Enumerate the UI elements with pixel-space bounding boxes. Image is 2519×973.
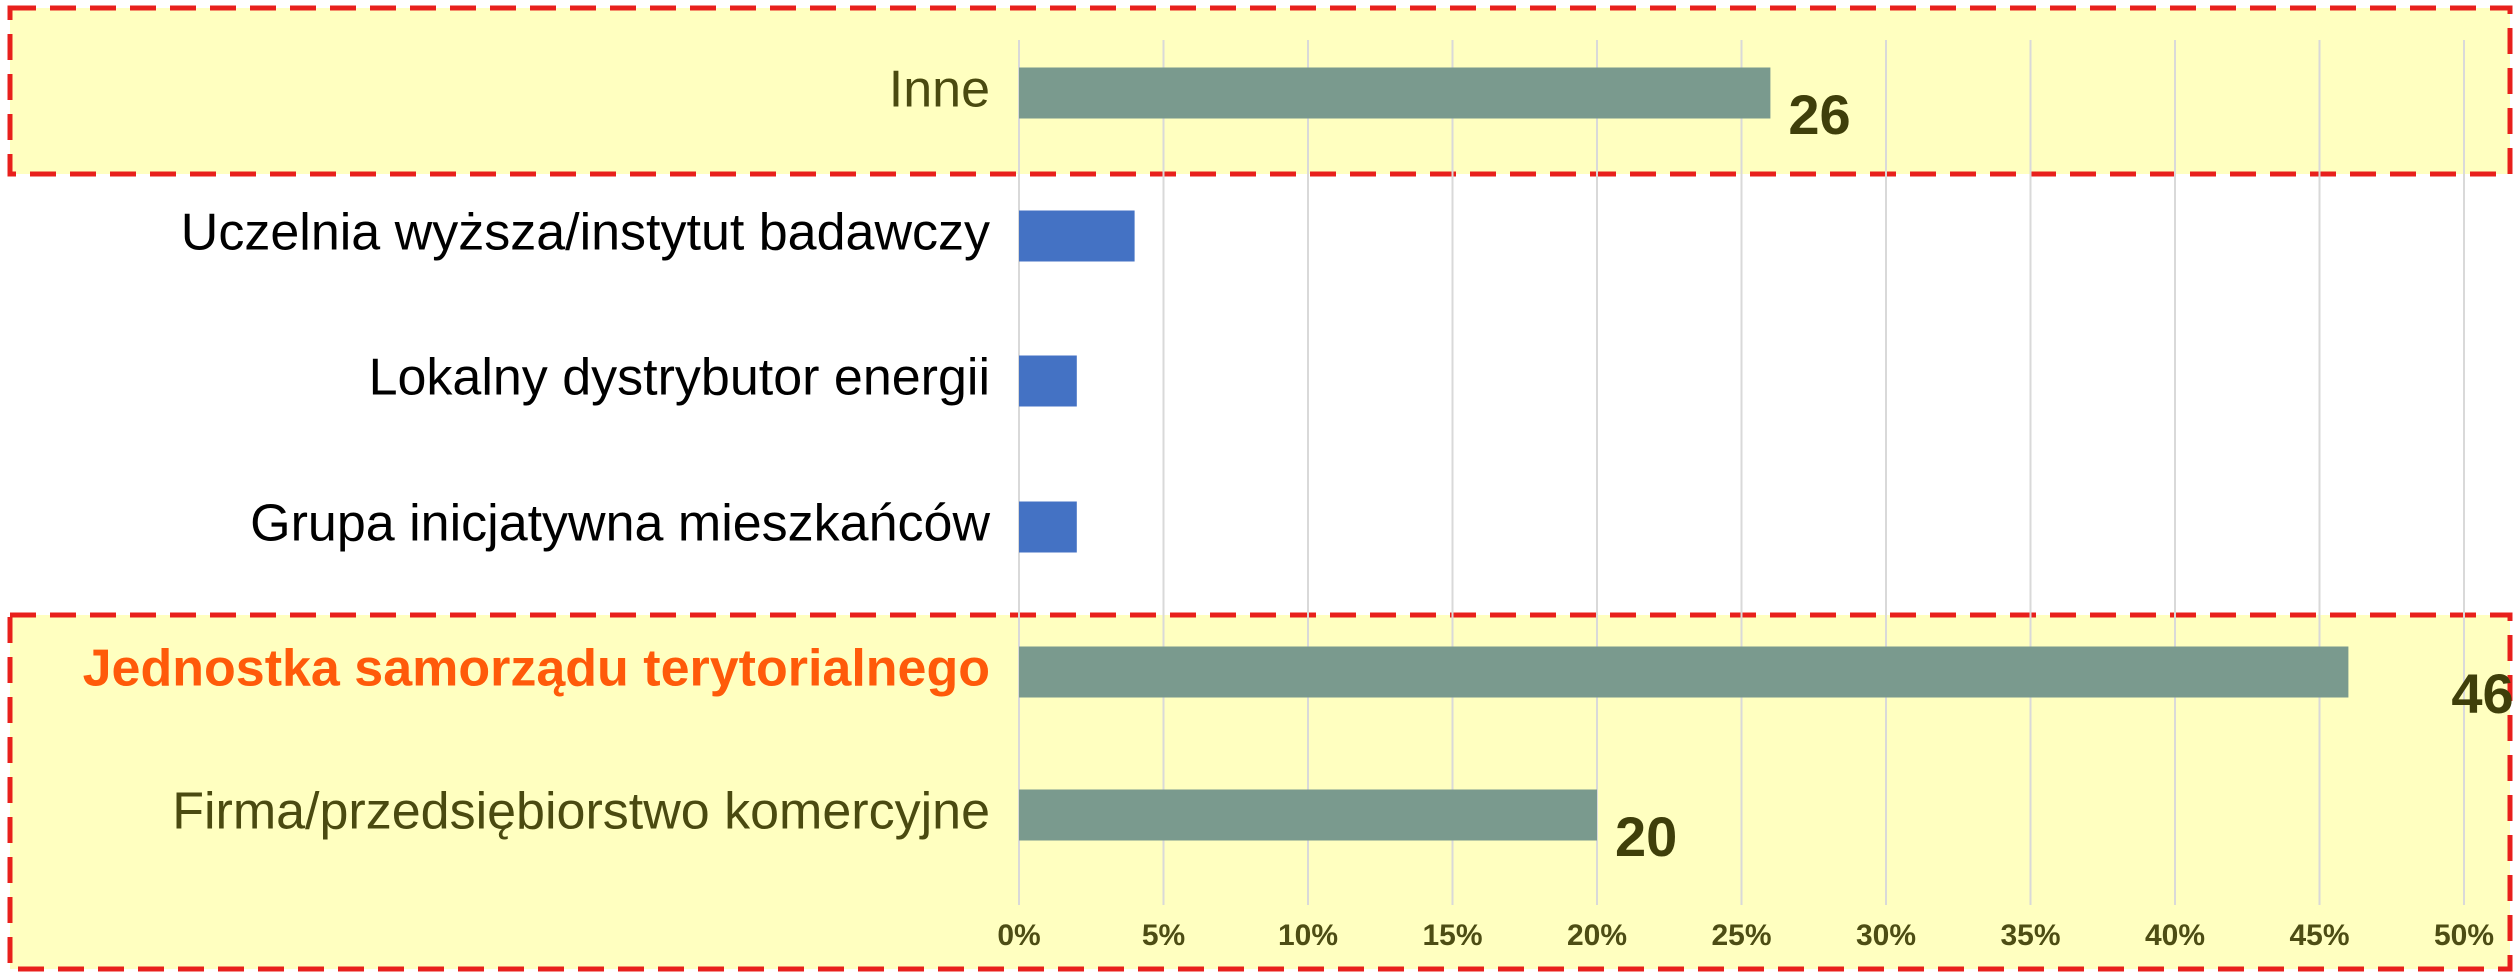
y-tick-label: Inne xyxy=(889,61,990,119)
data-label: 26 xyxy=(1788,83,1850,146)
bar xyxy=(1019,210,1135,262)
y-tick-label: Jednostka samorządu terytorialnego xyxy=(83,640,990,698)
x-tick-label: 40% xyxy=(2145,919,2205,952)
bar xyxy=(1019,355,1077,407)
y-tick-label: Uczelnia wyższa/instytut badawczy xyxy=(181,204,990,262)
x-tick-label: 10% xyxy=(1278,919,1338,952)
bar xyxy=(1019,789,1597,841)
x-tick-label: 45% xyxy=(2289,919,2349,952)
x-tick-label: 35% xyxy=(2000,919,2060,952)
y-tick-label: Lokalny dystrybutor energii xyxy=(369,349,990,407)
y-tick-label: Firma/przedsiębiorstwo komercyjne xyxy=(172,783,990,841)
x-tick-label: 25% xyxy=(1711,919,1771,952)
x-tick-label: 0% xyxy=(997,919,1040,952)
data-label: 20 xyxy=(1615,805,1677,868)
bar xyxy=(1019,501,1077,553)
x-tick-label: 5% xyxy=(1142,919,1185,952)
data-label: 46 xyxy=(2451,662,2513,725)
x-tick-label: 20% xyxy=(1567,919,1627,952)
x-tick-label: 30% xyxy=(1856,919,1916,952)
grid: 0% 5% 10% 15% 20% 25% 30% 35% 40% 45% 50% xyxy=(997,40,2494,952)
y-tick-label: Grupa inicjatywna mieszkańców xyxy=(250,495,990,553)
bar xyxy=(1019,646,2349,698)
x-tick-label: 15% xyxy=(1422,919,1482,952)
plot: Inne 26 Uczelnia wyższa/instytut badawczy L… xyxy=(83,61,2514,868)
x-tick-label: 50% xyxy=(2434,919,2494,952)
bar xyxy=(1019,67,1771,119)
